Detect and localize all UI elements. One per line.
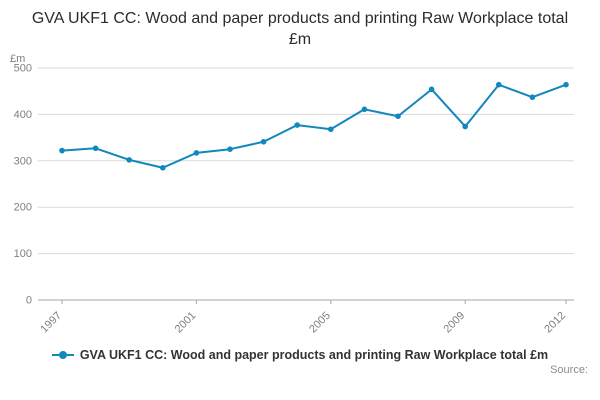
data-point (92, 145, 99, 152)
data-point (428, 86, 435, 93)
plot-area-container: £m 0 100 200 300 400 500 1997 2001 2005 2009 2012 (0, 50, 600, 346)
y-tick-label: 0 (26, 295, 32, 307)
y-tick-label: 400 (14, 109, 32, 121)
x-tick-label: 2005 (307, 310, 333, 336)
y-tick-label: 500 (14, 63, 32, 75)
data-point (59, 148, 65, 154)
legend-series-marker-icon (51, 350, 74, 360)
y-tick-label: 100 (14, 248, 32, 260)
data-point (294, 122, 301, 129)
line-chart: £m 0 100 200 300 400 500 1997 2001 2005 2009 2012 (10, 53, 574, 336)
chart-title: GVA UKF1 CC: Wood and paper products and… (31, 10, 569, 49)
y-axis-unit-label: £m (10, 53, 25, 65)
data-point (160, 165, 166, 171)
series-line (61, 83, 567, 169)
data-point (496, 82, 502, 88)
data-point (260, 139, 267, 145)
data-point (193, 150, 200, 156)
x-tick-label: 2009 (442, 310, 468, 336)
data-point (462, 123, 469, 130)
legend: GVA UKF1 CC: Wood and paper products and… (0, 348, 600, 362)
data-point (395, 113, 401, 120)
data-point (529, 94, 536, 101)
y-tick-label: 300 (14, 156, 32, 168)
data-point (227, 146, 233, 153)
data-point (126, 157, 132, 163)
legend-series-label: GVA UKF1 CC: Wood and paper products and… (79, 348, 549, 363)
data-point (361, 106, 368, 113)
source-label: Source: (550, 364, 588, 377)
x-tick-label: 2001 (173, 310, 199, 336)
data-point (328, 126, 334, 133)
data-point (563, 82, 569, 88)
y-tick-label: 200 (14, 202, 32, 214)
x-tick-label: 2012 (542, 310, 568, 336)
x-tick-label: 1997 (38, 310, 64, 336)
